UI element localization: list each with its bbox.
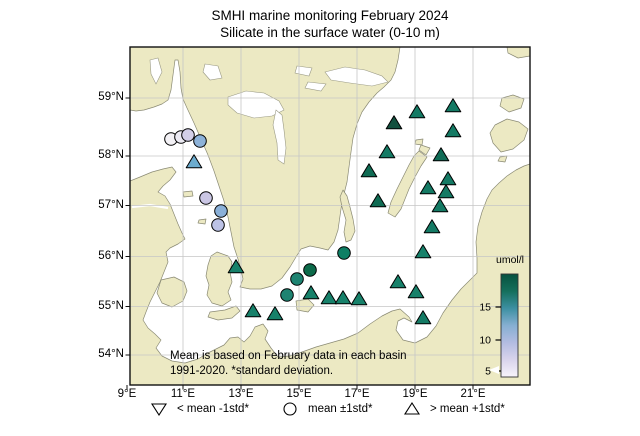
station-marker-circle — [193, 134, 207, 148]
land-south-coast — [130, 163, 530, 385]
island-faro — [418, 144, 431, 156]
station-marker-triangle-up — [334, 290, 352, 305]
lake-malaren — [324, 66, 389, 87]
station-marker-triangle-up — [378, 144, 396, 159]
station-marker-triangle-up — [431, 198, 449, 213]
lat-label: 55°N — [98, 299, 124, 312]
lon-label: 21°E — [460, 388, 486, 400]
legend-item-above-mean: > mean +1std* — [403, 401, 505, 417]
lake-norway-b — [202, 63, 223, 81]
lon-label: 13°E — [228, 388, 254, 400]
lat-label: 57°N — [98, 198, 124, 211]
station-marker-triangle-up — [266, 306, 284, 321]
station-marker-triangle-up — [244, 303, 262, 318]
station-marker-circle — [290, 272, 304, 286]
title-line2: Silicate in the surface water (0-10 m) — [220, 25, 440, 40]
lake-hjalmaren — [304, 81, 327, 92]
colorbar-gradient — [500, 273, 519, 378]
map-border — [129, 46, 531, 386]
station-marker-triangle-up — [385, 115, 403, 130]
station-marker-triangle-up — [320, 290, 338, 305]
station-marker-triangle-up — [423, 219, 441, 234]
station-marker-triangle-up — [439, 171, 457, 186]
colorbar-tick-label: 10 — [479, 335, 491, 347]
basin-note-line1: Mean is based on February data in each b… — [170, 350, 407, 362]
station-marker-triangle-up — [408, 104, 426, 119]
colorbar-unit-label: umol/l — [495, 254, 524, 266]
station-marker-triangle-up — [414, 310, 432, 325]
station-marker-triangle-up — [369, 193, 387, 208]
station-marker-circle — [303, 263, 317, 277]
basin-note-line2: 1991-2020. *standard deviation. — [170, 365, 334, 377]
legend-item-near-mean: mean ±1std* — [281, 401, 373, 417]
station-marker-triangle-up — [302, 285, 320, 300]
lat-label: 54°N — [98, 348, 124, 360]
island-bornholm — [295, 298, 315, 313]
station-marker-triangle-up — [185, 154, 203, 169]
station-marker-triangle-up — [444, 98, 462, 113]
station-marker-triangle-up — [444, 123, 462, 138]
triangle-down-icon — [150, 403, 168, 417]
island-lolland-falster — [207, 305, 241, 321]
basin-note: Mean is based on February data in each b… — [170, 349, 407, 379]
station-marker-circle — [280, 288, 294, 302]
limfjord — [131, 203, 169, 210]
lon-label: 9°E — [117, 388, 137, 400]
station-marker-circle — [199, 191, 213, 205]
legend-label-below-mean: < mean -1std* — [177, 403, 249, 415]
lon-label: 19°E — [402, 388, 428, 400]
station-marker-triangle-up — [432, 147, 450, 162]
lat-label: 58°N — [98, 149, 124, 161]
station-marker-circle — [214, 204, 228, 218]
lake-vattern — [272, 109, 287, 165]
island-zealand — [205, 251, 233, 307]
island-laeso — [182, 190, 194, 198]
title-line1: SMHI marine monitoring February 2024 — [211, 8, 449, 23]
circle-icon — [283, 402, 297, 416]
graticule — [130, 47, 530, 385]
figure-title: SMHI marine monitoring February 2024 Sil… — [20, 7, 640, 41]
station-marker-triangle-up — [227, 259, 245, 274]
lon-label: 15°E — [286, 388, 312, 400]
station-marker-triangle-up — [414, 244, 432, 259]
axis-ticks — [125, 97, 474, 390]
station-marker-triangle-up — [419, 180, 437, 195]
legend-item-below-mean: < mean -1std* — [150, 401, 249, 417]
colorbar-tick-label: 5 — [485, 366, 491, 378]
triangle-up-icon — [403, 401, 421, 415]
island-gotland — [387, 150, 428, 218]
lat-label: 56°N — [98, 249, 124, 262]
lake-norway-a — [149, 57, 163, 85]
station-marker-triangle-up — [360, 163, 378, 178]
lon-label: 17°E — [344, 388, 370, 400]
colorbar: 15 10 5 — [479, 273, 519, 378]
legend-label-above-mean: > mean +1std* — [430, 403, 505, 415]
landmass — [130, 47, 530, 385]
island-gotska-sandon — [414, 138, 424, 146]
station-marker-circle — [211, 218, 225, 232]
colorbar-tick-label: 15 — [479, 302, 491, 314]
island-anholt — [197, 218, 207, 225]
station-markers — [164, 98, 462, 325]
station-marker-triangle-up — [389, 274, 407, 289]
legend-label-near-mean: mean ±1std* — [308, 403, 373, 415]
station-marker-triangle-up — [437, 184, 455, 199]
land-corner-ne — [506, 47, 530, 59]
island-saaremaa — [489, 118, 529, 153]
island-hiiumaa — [499, 94, 525, 113]
station-marker-circle — [181, 128, 195, 142]
lat-label: 59°N — [98, 91, 124, 103]
station-marker-circle — [337, 246, 351, 260]
land-scandinavia — [130, 47, 401, 290]
colorbar-min-arrow-icon — [489, 366, 499, 374]
lon-label: 11°E — [170, 388, 196, 400]
station-marker-triangle-up — [407, 284, 425, 299]
station-marker-triangle-up — [350, 291, 368, 306]
